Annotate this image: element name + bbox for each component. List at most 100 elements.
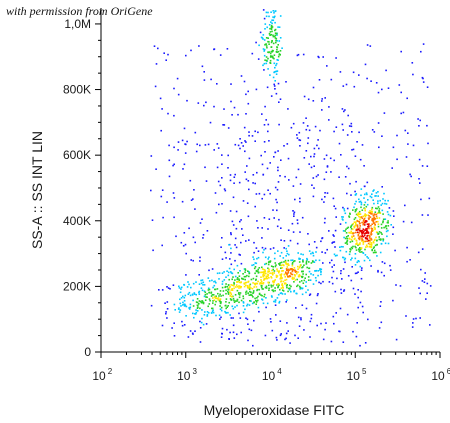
event-dot bbox=[359, 213, 362, 215]
event-dot bbox=[363, 259, 366, 262]
event-dot bbox=[279, 277, 282, 279]
event-dot bbox=[370, 233, 372, 235]
event-dot bbox=[277, 55, 280, 58]
event-dot bbox=[317, 274, 319, 277]
event-dot bbox=[346, 240, 348, 243]
event-dot bbox=[271, 269, 273, 272]
event-dot bbox=[375, 207, 377, 210]
event-dot bbox=[350, 228, 353, 230]
event-dot bbox=[184, 143, 186, 145]
event-dot bbox=[344, 257, 347, 260]
event-dot bbox=[172, 192, 175, 194]
event-dot bbox=[203, 79, 206, 81]
event-dot bbox=[381, 135, 383, 137]
event-dot bbox=[423, 281, 426, 283]
event-dot bbox=[373, 131, 376, 133]
event-dot bbox=[279, 278, 282, 280]
event-dot bbox=[218, 300, 221, 302]
event-dot bbox=[302, 259, 304, 261]
event-dot bbox=[380, 301, 382, 303]
event-dot bbox=[265, 275, 268, 278]
event-dot bbox=[364, 232, 366, 235]
event-dot bbox=[270, 11, 272, 13]
event-dot bbox=[322, 56, 324, 58]
event-dot bbox=[180, 305, 182, 307]
event-dot bbox=[228, 278, 230, 281]
event-dot bbox=[184, 303, 186, 306]
event-dot bbox=[228, 267, 231, 270]
event-dot bbox=[173, 114, 175, 117]
event-dot bbox=[263, 293, 266, 296]
event-dot bbox=[308, 267, 310, 270]
event-dot bbox=[288, 264, 290, 266]
event-dot bbox=[272, 266, 274, 268]
event-dot bbox=[195, 301, 198, 303]
event-dot bbox=[199, 222, 202, 224]
event-dot bbox=[239, 285, 241, 288]
event-dot bbox=[269, 260, 272, 262]
event-dot bbox=[247, 215, 250, 218]
event-dot bbox=[246, 274, 248, 277]
event-dot bbox=[301, 275, 303, 278]
event-dot bbox=[344, 230, 346, 232]
event-dot bbox=[155, 63, 158, 65]
event-dot bbox=[377, 223, 380, 225]
event-dot bbox=[164, 302, 166, 304]
event-dot bbox=[198, 300, 201, 302]
event-dot bbox=[232, 297, 235, 300]
event-dot bbox=[359, 200, 362, 203]
event-dot bbox=[356, 226, 359, 228]
event-dot bbox=[335, 57, 337, 59]
event-dot bbox=[266, 26, 268, 29]
event-dot bbox=[273, 57, 275, 60]
event-dot bbox=[262, 64, 264, 67]
event-dot bbox=[308, 250, 311, 252]
event-dot bbox=[180, 241, 183, 244]
event-dot bbox=[199, 300, 202, 303]
event-dot bbox=[220, 246, 222, 248]
event-dot bbox=[216, 166, 219, 169]
event-dot bbox=[287, 330, 289, 332]
event-dot bbox=[273, 54, 276, 56]
event-dot bbox=[184, 294, 187, 297]
event-dot bbox=[254, 266, 257, 268]
event-dot bbox=[248, 284, 251, 287]
event-dot bbox=[300, 318, 302, 321]
event-dot bbox=[264, 23, 267, 25]
event-dot bbox=[275, 41, 277, 44]
event-dot bbox=[247, 102, 250, 105]
event-dot bbox=[198, 290, 201, 293]
event-dot bbox=[289, 342, 291, 344]
event-dot bbox=[290, 259, 292, 262]
event-dot bbox=[305, 285, 307, 287]
event-dot bbox=[271, 26, 274, 28]
event-dot bbox=[238, 279, 240, 281]
event-dot bbox=[318, 147, 320, 150]
event-dot bbox=[358, 210, 361, 213]
event-dot bbox=[242, 200, 245, 202]
event-dot bbox=[379, 305, 382, 307]
event-dot bbox=[352, 223, 354, 225]
x-tick-exponent: 5 bbox=[362, 367, 367, 376]
event-dot bbox=[233, 299, 235, 302]
event-dot bbox=[359, 301, 362, 304]
event-dot bbox=[249, 283, 252, 286]
event-dot bbox=[178, 287, 181, 289]
event-dot bbox=[352, 330, 354, 333]
event-dot bbox=[366, 220, 368, 223]
event-dot bbox=[212, 309, 214, 311]
event-dot bbox=[267, 68, 269, 70]
event-dot bbox=[173, 335, 176, 337]
event-dot bbox=[175, 235, 177, 238]
event-dot bbox=[359, 218, 361, 221]
event-dot bbox=[273, 280, 276, 282]
event-dot bbox=[262, 251, 264, 254]
event-dot bbox=[334, 290, 337, 293]
event-dot bbox=[293, 290, 295, 293]
event-dot bbox=[312, 254, 315, 257]
event-dot bbox=[224, 310, 226, 313]
x-tick-exponent: 4 bbox=[277, 367, 282, 376]
event-dot bbox=[369, 241, 371, 243]
event-dot bbox=[265, 11, 268, 14]
event-dot bbox=[371, 208, 373, 211]
